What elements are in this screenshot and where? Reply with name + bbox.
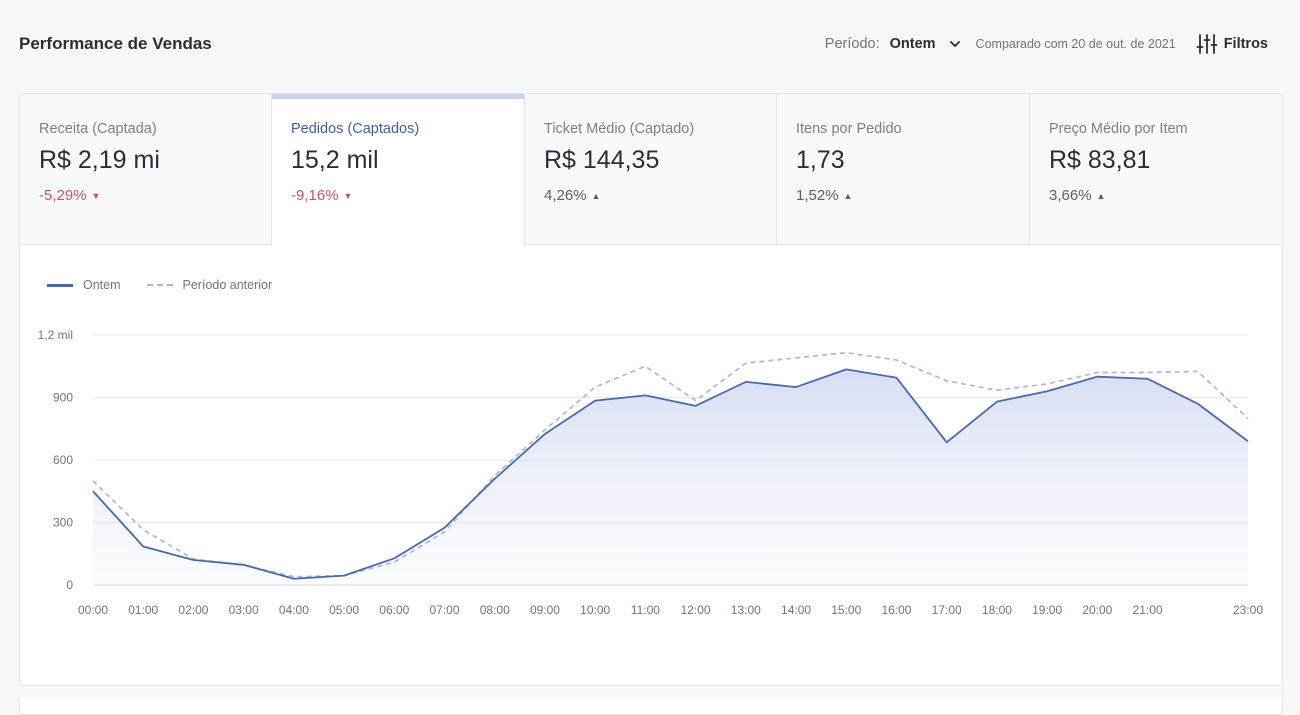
x-tick-label: 13:00 [731,603,761,617]
x-tick-label: 04:00 [279,603,309,617]
x-tick-label: 18:00 [982,603,1012,617]
x-tick-label: 20:00 [1082,603,1112,617]
y-tick-label: 300 [53,516,73,530]
x-tick-label: 15:00 [831,603,861,617]
page-title: Performance de Vendas [19,34,212,54]
orders-line-chart: 0 300 600 900 1,2 mil 00:00 01:00 02:00 03:00 04:… [20,94,1282,654]
x-tick-label: 06:00 [379,603,409,617]
y-tick-label: 1,2 mil [38,328,73,342]
x-tick-label: 10:00 [580,603,610,617]
filters-button[interactable]: Filtros [1196,33,1268,55]
chevron-down-icon[interactable] [948,37,962,51]
x-tick-label: 01:00 [128,603,158,617]
comparison-text: Comparado com 20 de out. de 2021 [976,37,1176,51]
sliders-icon [1196,33,1218,55]
x-tick-label: 09:00 [530,603,560,617]
x-tick-label: 00:00 [78,603,108,617]
x-tick-label: 23:00 [1233,603,1263,617]
period-dropdown[interactable]: Ontem [890,36,936,52]
performance-card: Receita (Captada) R$ 2,19 mi -5,29% ▼ Pe… [19,93,1283,715]
x-tick-label: 19:00 [1032,603,1062,617]
page-header: Performance de Vendas Período: Ontem Com… [0,0,1300,88]
period-label: Período: [825,36,880,52]
x-tick-label: 14:00 [781,603,811,617]
x-tick-label: 17:00 [932,603,962,617]
header-controls: Período: Ontem Comparado com 20 de out. … [825,33,1268,55]
y-tick-label: 0 [66,578,73,592]
x-tick-label: 03:00 [229,603,259,617]
x-tick-label: 07:00 [430,603,460,617]
y-tick-label: 900 [53,391,73,405]
card-footer [19,685,1281,697]
x-tick-label: 05:00 [329,603,359,617]
x-tick-label: 08:00 [480,603,510,617]
x-tick-label: 21:00 [1133,603,1163,617]
series-area-0 [93,369,1248,585]
filters-label: Filtros [1224,36,1268,52]
x-tick-label: 16:00 [881,603,911,617]
y-tick-label: 600 [53,453,73,467]
x-tick-label: 02:00 [178,603,208,617]
x-tick-label: 12:00 [681,603,711,617]
x-tick-label: 11:00 [631,603,660,617]
